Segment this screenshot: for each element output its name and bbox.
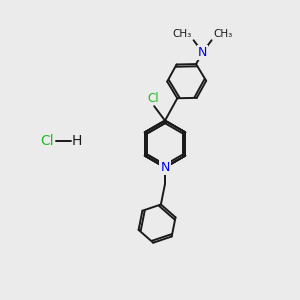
Text: N: N [198,46,207,59]
Text: Cl: Cl [147,92,158,105]
Text: CH₃: CH₃ [213,29,232,39]
Text: Cl: Cl [40,134,54,148]
Text: CH₃: CH₃ [173,29,192,39]
Text: N: N [160,161,170,174]
Text: H: H [72,134,83,148]
